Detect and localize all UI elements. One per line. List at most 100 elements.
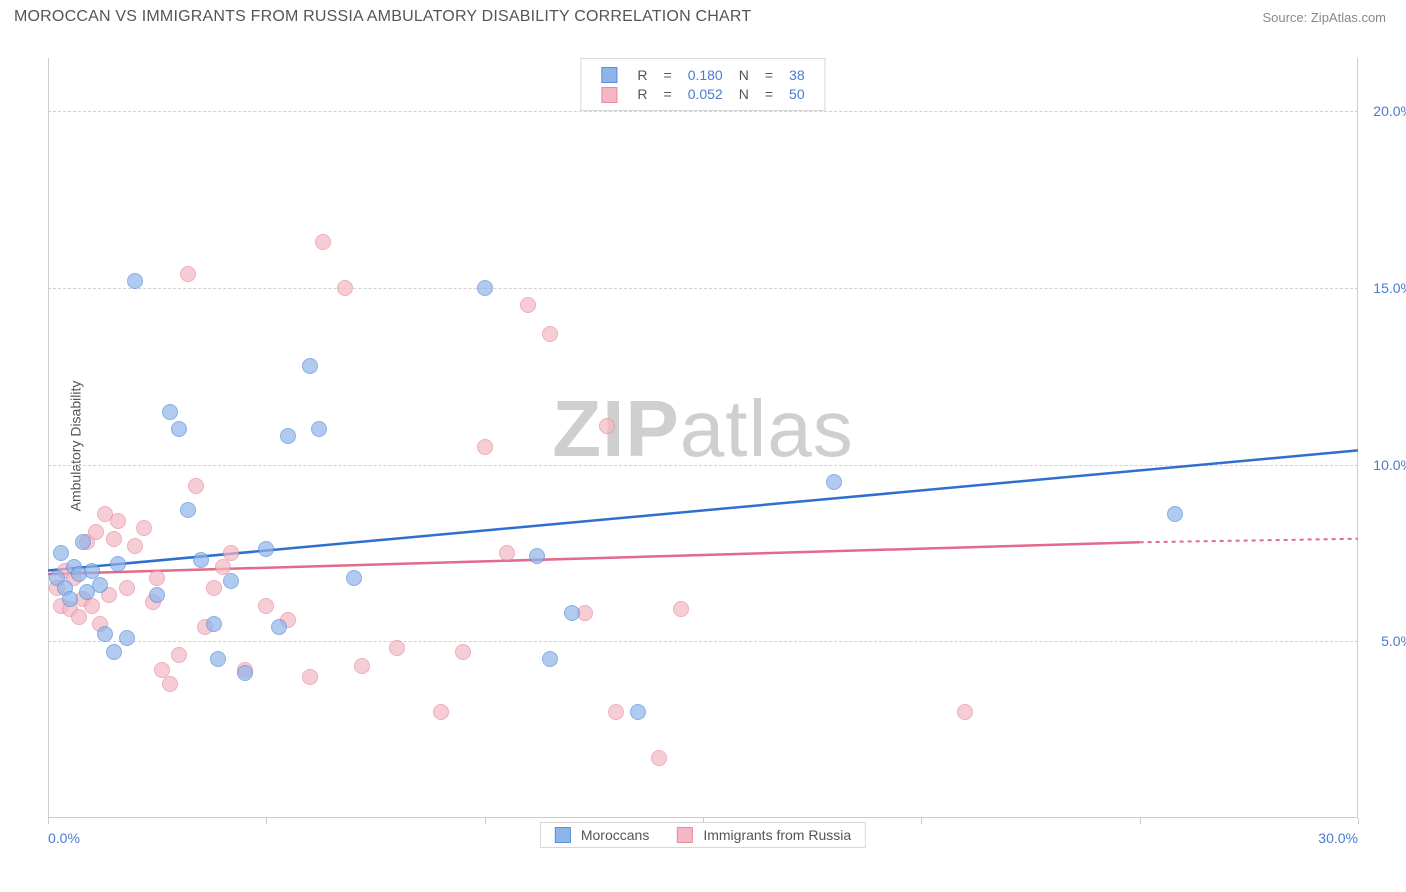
x-tick <box>921 818 922 824</box>
scatter-point-moroccans <box>311 421 327 437</box>
scatter-point-moroccans <box>53 545 69 561</box>
eq-sign-3: = <box>656 84 680 103</box>
x-tick <box>1140 818 1141 824</box>
scatter-point-moroccans <box>258 541 274 557</box>
scatter-point-russians <box>106 531 122 547</box>
scatter-point-moroccans <box>302 358 318 374</box>
scatter-point-moroccans <box>97 626 113 642</box>
x-tick <box>266 818 267 824</box>
scatter-point-russians <box>71 609 87 625</box>
n-label-2: N <box>731 84 757 103</box>
scatter-point-moroccans <box>206 616 222 632</box>
x-tick-label: 0.0% <box>48 830 80 846</box>
legend-stats-row-2: R = 0.052 N = 50 <box>593 84 812 103</box>
scatter-point-russians <box>651 750 667 766</box>
scatter-point-russians <box>455 644 471 660</box>
y-axis-line-right <box>1357 58 1358 818</box>
scatter-point-moroccans <box>119 630 135 646</box>
watermark-part2: atlas <box>680 384 854 473</box>
eq-sign-2: = <box>757 65 781 84</box>
x-tick <box>485 818 486 824</box>
scatter-point-moroccans <box>106 644 122 660</box>
eq-sign: = <box>656 65 680 84</box>
scatter-point-moroccans <box>346 570 362 586</box>
scatter-point-russians <box>354 658 370 674</box>
eq-sign-4: = <box>757 84 781 103</box>
scatter-point-moroccans <box>529 548 545 564</box>
watermark-part1: ZIP <box>552 384 679 473</box>
scatter-point-moroccans <box>542 651 558 667</box>
legend-stats: R = 0.180 N = 38 R = 0.052 N = 50 <box>580 58 825 111</box>
gridline <box>48 641 1358 642</box>
scatter-point-russians <box>302 669 318 685</box>
scatter-point-russians <box>957 704 973 720</box>
legend-item-russians: Immigrants from Russia <box>677 827 851 843</box>
legend-label-russians: Immigrants from Russia <box>703 827 851 843</box>
scatter-point-moroccans <box>630 704 646 720</box>
scatter-point-russians <box>188 478 204 494</box>
legend-stats-row-1: R = 0.180 N = 38 <box>593 65 812 84</box>
scatter-point-moroccans <box>477 280 493 296</box>
scatter-point-moroccans <box>223 573 239 589</box>
scatter-point-moroccans <box>75 534 91 550</box>
gridline <box>48 465 1358 466</box>
scatter-point-moroccans <box>564 605 580 621</box>
scatter-point-russians <box>171 647 187 663</box>
scatter-point-moroccans <box>149 587 165 603</box>
legend-bottom-swatch-russians <box>677 827 693 843</box>
x-tick-label: 30.0% <box>1318 830 1358 846</box>
legend-series: Moroccans Immigrants from Russia <box>540 822 866 848</box>
scatter-point-moroccans <box>193 552 209 568</box>
scatter-point-russians <box>337 280 353 296</box>
scatter-point-russians <box>223 545 239 561</box>
scatter-point-moroccans <box>1167 506 1183 522</box>
scatter-point-russians <box>119 580 135 596</box>
n-value-russians: 50 <box>781 84 813 103</box>
x-tick <box>1358 818 1359 824</box>
scatter-point-russians <box>127 538 143 554</box>
watermark-logo: ZIPatlas <box>552 383 853 475</box>
legend-item-moroccans: Moroccans <box>555 827 649 843</box>
r-value-russians: 0.052 <box>680 84 731 103</box>
scatter-point-russians <box>542 326 558 342</box>
y-tick-label: 20.0% <box>1373 103 1406 119</box>
n-label: N <box>731 65 757 84</box>
scatter-point-moroccans <box>271 619 287 635</box>
source-attribution: Source: ZipAtlas.com <box>1262 10 1386 25</box>
legend-bottom-swatch-moroccans <box>555 827 571 843</box>
y-tick-label: 5.0% <box>1381 633 1406 649</box>
scatter-point-moroccans <box>110 556 126 572</box>
gridline <box>48 288 1358 289</box>
scatter-point-russians <box>599 418 615 434</box>
n-value-moroccans: 38 <box>781 65 813 84</box>
scatter-point-moroccans <box>127 273 143 289</box>
r-label: R <box>629 65 655 84</box>
legend-swatch-russians <box>601 87 617 103</box>
scatter-point-russians <box>499 545 515 561</box>
scatter-point-russians <box>389 640 405 656</box>
r-value-moroccans: 0.180 <box>680 65 731 84</box>
chart-header: MOROCCAN VS IMMIGRANTS FROM RUSSIA AMBUL… <box>0 0 1406 30</box>
scatter-point-russians <box>258 598 274 614</box>
scatter-point-russians <box>608 704 624 720</box>
scatter-point-moroccans <box>62 591 78 607</box>
scatter-point-moroccans <box>162 404 178 420</box>
scatter-point-moroccans <box>180 502 196 518</box>
scatter-point-russians <box>88 524 104 540</box>
scatter-point-moroccans <box>210 651 226 667</box>
scatter-point-russians <box>433 704 449 720</box>
scatter-point-moroccans <box>171 421 187 437</box>
legend-label-moroccans: Moroccans <box>581 827 649 843</box>
scatter-point-moroccans <box>280 428 296 444</box>
scatter-point-russians <box>136 520 152 536</box>
scatter-point-russians <box>110 513 126 529</box>
scatter-point-russians <box>206 580 222 596</box>
scatter-point-moroccans <box>826 474 842 490</box>
scatter-point-russians <box>180 266 196 282</box>
chart-plot-area: ZIPatlas 0.0%30.0% R = 0.180 N = 38 R = … <box>48 58 1358 818</box>
scatter-point-moroccans <box>92 577 108 593</box>
scatter-point-russians <box>149 570 165 586</box>
x-tick <box>48 818 49 824</box>
scatter-point-russians <box>315 234 331 250</box>
scatter-point-russians <box>520 297 536 313</box>
